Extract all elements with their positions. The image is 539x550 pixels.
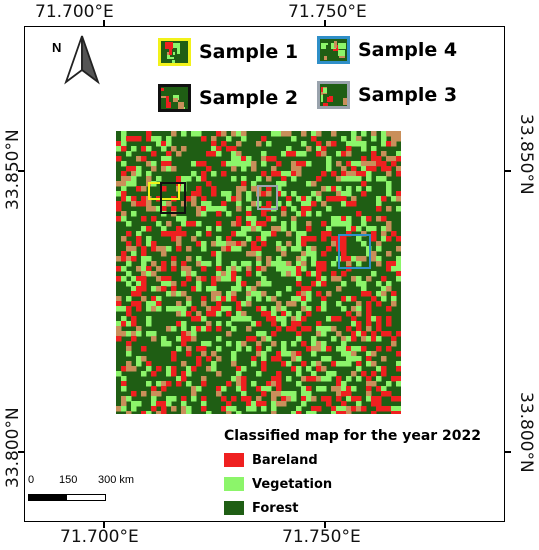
legend-title: Classified map for the year 2022 [224, 428, 482, 444]
thumbnail-patch [161, 95, 166, 98]
thumbnail-patch [161, 87, 165, 91]
map-legend: Classified map for the year 2022 Barelan… [224, 428, 481, 520]
sample-1: Sample 1 [158, 38, 298, 66]
sample-2: Sample 2 [158, 84, 298, 112]
tick [103, 20, 105, 26]
sample-4-label: Sample 4 [358, 39, 458, 61]
landcover-cells [116, 131, 401, 414]
scale-segment-dark [29, 495, 67, 500]
thumbnail-patch [166, 51, 171, 55]
scale-label-0: 0 [28, 474, 35, 486]
sample-4-thumbnail [317, 36, 350, 64]
legend-swatch-bareland [224, 453, 244, 467]
sample-3-thumbnail [317, 81, 350, 109]
thumbnail-patch [321, 42, 326, 49]
thumbnail-patch [177, 102, 185, 109]
thumbnail-patch [326, 97, 332, 103]
thumbnail-patch [330, 42, 337, 50]
thumbnail-patch [173, 42, 181, 48]
coord-right-2: 33.800°N [516, 392, 536, 473]
legend-swatch-forest [224, 501, 244, 515]
scale-segment-light [67, 495, 105, 500]
thumbnail-patch [343, 98, 347, 105]
coord-right-1: 33.850°N [516, 114, 536, 195]
coord-bottom-1: 71.700°E [60, 527, 139, 547]
thumbnail-patch [169, 48, 172, 55]
sample-3-box [257, 185, 278, 210]
scale-bar: 0 150 300 km [28, 474, 134, 501]
thumbnail-patch [177, 46, 181, 54]
thumbnail-patch [165, 95, 170, 102]
sample-2-label: Sample 2 [199, 87, 299, 109]
legend-swatch-vegetation [224, 477, 244, 491]
thumbnail-patch [172, 95, 180, 101]
sample-4: Sample 4 [317, 36, 457, 64]
coord-top-2: 71.750°E [288, 2, 367, 22]
tick [324, 522, 326, 528]
legend-item-bareland: Bareland [224, 448, 481, 472]
thumbnail-patch [172, 52, 176, 56]
legend-item-forest: Forest [224, 496, 481, 520]
thumbnail-patch [329, 96, 333, 102]
thumbnail-patch [337, 43, 346, 49]
sample-3-label: Sample 3 [358, 84, 458, 106]
scale-bar-segments [28, 494, 106, 501]
sample-1-label: Sample 1 [199, 41, 299, 63]
scale-label-300: 300 km [98, 474, 135, 486]
tick [103, 522, 105, 528]
thumbnail-patch [323, 55, 328, 61]
legend-label-vegetation: Vegetation [252, 476, 333, 492]
thumbnail-patch [171, 60, 175, 63]
legend-label-forest: Forest [252, 500, 299, 516]
thumbnail-patch [166, 54, 170, 60]
thumbnail-patch [320, 95, 324, 103]
thumbnail-patch [339, 54, 345, 59]
coord-left-2: 33.800°N [3, 407, 23, 488]
tick [324, 20, 326, 26]
tick [505, 451, 511, 453]
coord-top-1: 71.700°E [35, 2, 114, 22]
thumbnail-patch [333, 41, 338, 49]
scale-label-150: 150 [59, 474, 78, 486]
thumbnail-patch [338, 50, 346, 56]
thumbnail-patch [321, 91, 324, 96]
sample-1-thumbnail [158, 38, 191, 66]
thumbnail-patch [166, 101, 172, 109]
legend-item-vegetation: Vegetation [224, 472, 481, 496]
north-arrow-icon [64, 35, 100, 85]
thumbnail-patch [165, 42, 173, 49]
thumbnail-patch [173, 98, 179, 103]
tick [18, 451, 24, 453]
legend-label-bareland: Bareland [252, 452, 318, 468]
coord-bottom-2: 71.750°E [282, 527, 361, 547]
classified-map [116, 131, 401, 414]
sample-4-box [338, 234, 371, 269]
thumbnail-patch [323, 87, 327, 94]
tick [18, 170, 24, 172]
tick [505, 170, 511, 172]
north-label: N [52, 40, 62, 55]
sample-2-box [160, 182, 186, 214]
thumbnail-patch [322, 103, 329, 106]
thumbnail-patch [167, 56, 174, 59]
sample-3: Sample 3 [317, 81, 457, 109]
sample-2-thumbnail [158, 84, 191, 112]
